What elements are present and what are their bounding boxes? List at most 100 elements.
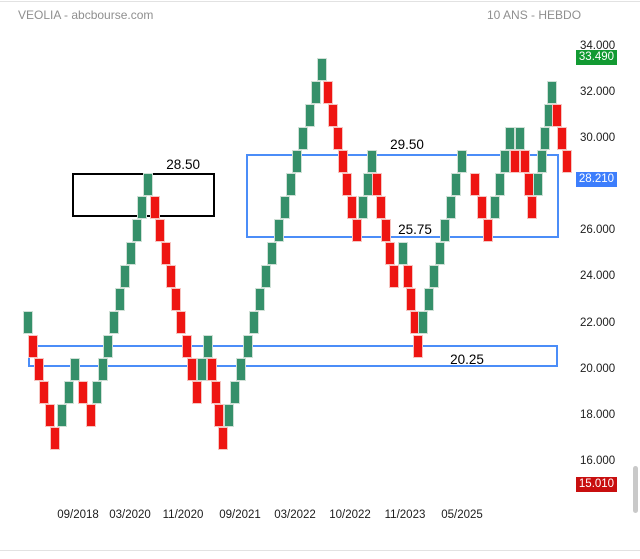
page-border-top: [0, 1, 640, 2]
renko-brick-up: [490, 196, 500, 220]
range-box-2950-2575: [246, 154, 559, 238]
renko-brick-up: [126, 242, 136, 266]
page-border-bottom: [0, 550, 640, 551]
x-axis-label: 11/2023: [384, 509, 426, 521]
renko-brick-up: [505, 126, 515, 150]
renko-brick-up: [418, 311, 428, 335]
renko-brick-down: [337, 149, 348, 173]
renko-brick-up: [103, 334, 114, 358]
renko-brick-down: [323, 80, 333, 104]
renko-brick-down: [44, 403, 55, 427]
renko-brick-up: [224, 403, 234, 427]
y-axis-label: 22.000: [580, 316, 616, 329]
y-axis-label: 32.000: [580, 85, 616, 98]
price-badge-low: 15.010: [576, 476, 617, 492]
renko-brick-up: [255, 288, 265, 312]
renko-brick-up: [451, 172, 462, 196]
renko-brick-up: [445, 196, 456, 220]
renko-brick-up: [230, 380, 241, 404]
renko-brick-down: [562, 149, 572, 173]
renko-brick-up: [533, 172, 543, 196]
renko-brick-up: [367, 149, 377, 173]
renko-brick-up: [273, 219, 284, 243]
y-axis-label: 16.000: [580, 454, 616, 467]
renko-brick-up: [236, 357, 247, 381]
renko-brick-down: [218, 426, 228, 450]
renko-brick-down: [380, 219, 391, 243]
renko-brick-down: [186, 357, 197, 381]
renko-brick-up: [279, 196, 290, 220]
renko-brick-down: [557, 126, 567, 150]
renko-brick-up: [440, 219, 451, 243]
renko-brick-down: [181, 334, 192, 358]
renko-brick-down: [39, 380, 49, 404]
scrollbar-thumb[interactable]: [633, 466, 638, 513]
x-axis-label: 09/2021: [219, 509, 261, 521]
renko-brick-up: [23, 311, 33, 335]
y-axis-label: 20.000: [580, 362, 616, 375]
renko-brick-down: [483, 219, 493, 243]
renko-brick-down: [372, 172, 382, 196]
y-axis-label: 30.000: [580, 131, 616, 144]
renko-brick-up: [97, 357, 108, 381]
chart-period-label: 10 ANS - HEBDO: [487, 8, 582, 22]
renko-brick-up: [120, 265, 131, 289]
renko-brick-up: [423, 288, 434, 312]
renko-brick-up: [298, 126, 309, 150]
renko-brick-up: [304, 103, 315, 127]
renko-brick-up: [261, 265, 272, 289]
renko-brick-down: [342, 172, 353, 196]
renko-brick-down: [332, 126, 343, 150]
renko-brick-up: [310, 80, 321, 104]
renko-brick-up: [515, 126, 525, 150]
x-axis-label: 09/2018: [57, 509, 99, 521]
renko-brick-down: [470, 172, 480, 196]
renko-brick-down: [165, 265, 176, 289]
renko-brick-down: [476, 196, 487, 220]
renko-brick-down: [389, 265, 399, 289]
renko-brick-down: [50, 426, 60, 450]
y-axis-label: 24.000: [580, 270, 616, 283]
renko-brick-down: [192, 380, 202, 404]
price-badge-high: 33.490: [576, 50, 617, 66]
x-axis-label: 11/2020: [162, 509, 204, 521]
renko-brick-up: [362, 172, 373, 196]
x-axis-label: 03/2022: [274, 509, 316, 521]
renko-brick-down: [86, 403, 96, 427]
renko-brick-down: [527, 196, 537, 220]
renko-brick-down: [510, 149, 520, 173]
renko-brick-down: [327, 103, 338, 127]
renko-brick-down: [403, 265, 413, 289]
renko-brick-up: [248, 311, 259, 335]
renko-brick-up: [131, 219, 142, 243]
y-axis-label: 34.000: [580, 39, 616, 52]
renko-brick-up: [547, 80, 557, 104]
renko-brick-up: [197, 357, 207, 381]
renko-brick-up: [540, 126, 550, 150]
renko-brick-up: [457, 149, 467, 173]
renko-brick-down: [78, 380, 88, 404]
renko-brick-down: [376, 196, 387, 220]
renko-brick-up: [63, 380, 74, 404]
renko-brick-up: [267, 242, 278, 266]
renko-brick-down: [207, 357, 217, 381]
renko-brick-down: [520, 149, 530, 173]
renko-brick-down: [210, 380, 221, 404]
renko-brick-down: [150, 196, 160, 220]
renko-brick-up: [57, 403, 67, 427]
renko-brick-up: [429, 265, 440, 289]
renko-brick-down: [160, 242, 171, 266]
renko-brick-down: [413, 334, 423, 358]
renko-brick-down: [33, 357, 44, 381]
x-axis-label: 03/2020: [109, 509, 151, 521]
price-badge-last: 28.210: [576, 172, 617, 188]
y-axis-label: 26.000: [580, 224, 616, 237]
x-axis-label: 05/2025: [441, 509, 483, 521]
renko-brick-down: [28, 334, 38, 358]
chart-title: VEOLIA - abcbourse.com: [18, 8, 154, 22]
renko-brick-down: [176, 311, 187, 335]
renko-brick-up: [434, 242, 445, 266]
renko-brick-down: [523, 172, 534, 196]
renko-brick-up: [292, 149, 303, 173]
renko-brick-up: [242, 334, 253, 358]
